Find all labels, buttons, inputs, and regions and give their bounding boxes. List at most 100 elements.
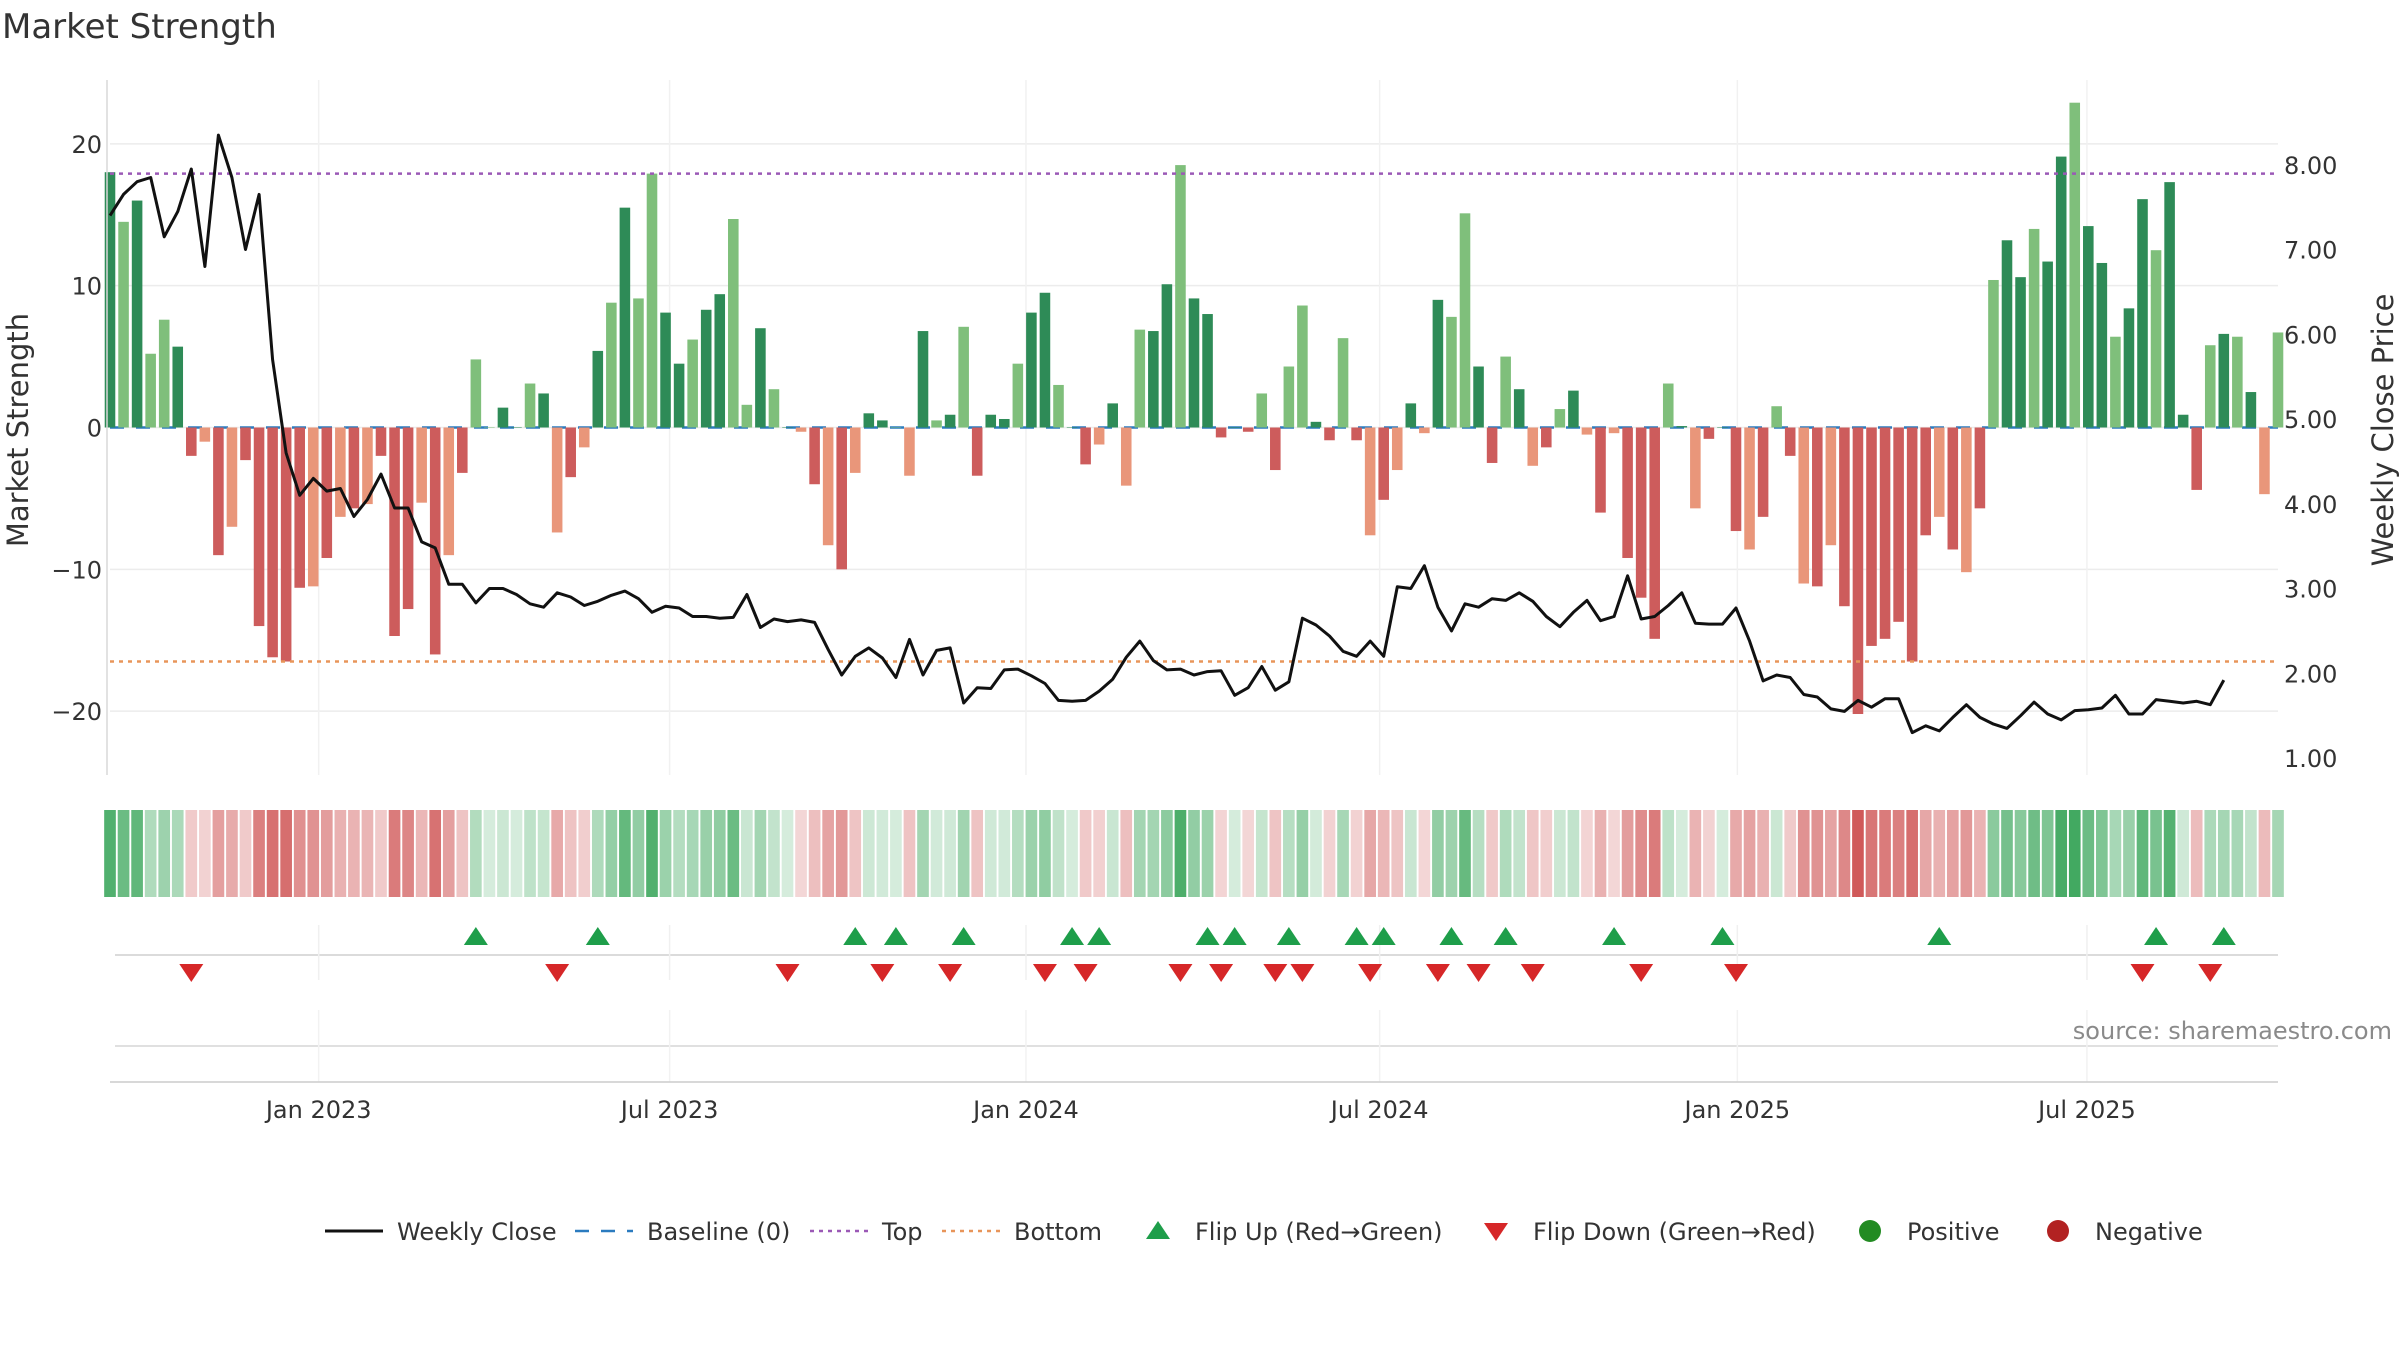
- flip-up-marker: [585, 927, 610, 945]
- strip-cell: [2204, 810, 2217, 897]
- bar-positive: [999, 418, 1010, 428]
- bar-negative: [1324, 427, 1335, 441]
- bar-negative: [1581, 427, 1593, 435]
- strip-cell: [551, 810, 563, 897]
- strip-cell: [1987, 810, 2000, 897]
- strip-cell: [2068, 810, 2081, 897]
- bar-positive: [1107, 403, 1118, 428]
- flip-down-marker: [1425, 964, 1450, 982]
- bar-positive: [2177, 414, 2189, 428]
- bar-negative: [280, 427, 292, 662]
- strip-cell: [1608, 810, 1620, 897]
- bar-negative: [1486, 427, 1498, 463]
- bar-negative: [1215, 427, 1227, 438]
- bar-negative: [375, 427, 387, 456]
- bar-negative: [1866, 427, 1877, 646]
- strip-cell: [686, 810, 699, 897]
- strip-cell: [2177, 810, 2189, 897]
- bar-positive: [2096, 262, 2108, 428]
- y2-tick-label: 6.00: [2284, 321, 2337, 349]
- bar-positive: [1229, 427, 1240, 428]
- strip-cell: [984, 810, 997, 897]
- bar-negative: [551, 427, 563, 533]
- strip-cell: [944, 810, 956, 897]
- strip-cell: [1743, 810, 1756, 897]
- bar-positive: [619, 207, 631, 428]
- bar-positive: [2015, 277, 2026, 428]
- y2-tick-label: 4.00: [2284, 491, 2337, 519]
- strip-cell: [1784, 810, 1797, 897]
- bar-negative: [1622, 427, 1633, 558]
- bar-negative: [1744, 427, 1755, 550]
- strip-cell: [2082, 810, 2095, 897]
- strip-cell: [2109, 810, 2122, 897]
- bar-negative: [1527, 427, 1539, 466]
- bar-positive: [1568, 390, 1579, 428]
- bar-positive: [592, 350, 604, 428]
- strip-cell: [673, 810, 685, 897]
- bar-positive: [1283, 366, 1295, 428]
- strip-cell: [1919, 810, 1932, 897]
- bar-positive: [2137, 199, 2148, 428]
- bar-negative: [1093, 427, 1105, 445]
- bar-negative: [1378, 427, 1389, 500]
- strip-cell: [1039, 810, 1051, 897]
- bar-positive: [118, 221, 129, 428]
- legend-label: Negative: [2095, 1218, 2203, 1246]
- bar-negative: [1730, 427, 1742, 532]
- bar-positive: [2204, 345, 2216, 428]
- legend-item: Negative: [2047, 1218, 2203, 1246]
- strip-cell: [1133, 810, 1146, 897]
- bar-positive: [714, 294, 726, 428]
- strip-cell: [266, 810, 279, 897]
- strip-cell: [1404, 810, 1417, 897]
- strip-cell: [564, 810, 577, 897]
- strip-cell: [1635, 810, 1647, 897]
- strip-cell: [1106, 810, 1119, 897]
- bar-positive: [917, 331, 929, 428]
- strip-cell: [2217, 810, 2230, 897]
- bar-positive: [646, 173, 658, 428]
- legend-item: Flip Up (Red→Green): [1146, 1218, 1443, 1246]
- bar-negative: [809, 427, 820, 485]
- legend-swatch: [1146, 1221, 1170, 1239]
- strip-cell: [144, 810, 157, 897]
- strip-cell: [375, 810, 387, 897]
- bar-positive: [958, 326, 969, 428]
- bar-negative: [1920, 427, 1931, 536]
- strip-cell: [1459, 810, 1471, 897]
- bar-positive: [1297, 305, 1308, 428]
- bar-negative: [971, 427, 983, 476]
- strip-cell: [890, 810, 902, 897]
- y2-tick-label: 3.00: [2284, 576, 2337, 604]
- bar-positive: [511, 427, 522, 428]
- bar-negative: [186, 427, 197, 456]
- strip-cell: [700, 810, 713, 897]
- flip-down-marker: [2198, 964, 2223, 982]
- strip-cell: [199, 810, 211, 897]
- flip-markers-panel: [115, 925, 2278, 1082]
- bar-negative: [307, 427, 319, 587]
- strip-cell: [212, 810, 225, 897]
- bar-negative: [2259, 427, 2270, 495]
- bar-positive: [1256, 393, 1268, 428]
- flip-up-marker: [1060, 927, 1085, 945]
- strip-cell: [808, 810, 821, 897]
- source-credit: source: sharemaestro.com: [2073, 1017, 2392, 1045]
- bar-negative: [253, 427, 265, 627]
- strip-cell: [1188, 810, 1200, 897]
- strip-cell: [1052, 810, 1065, 897]
- strip-cell: [1201, 810, 1214, 897]
- strip-cell: [1513, 810, 1526, 897]
- flip-down-marker: [545, 964, 570, 982]
- bar-positive: [782, 427, 793, 428]
- y2-tick-label: 1.00: [2284, 745, 2337, 773]
- y2-tick-label: 7.00: [2284, 237, 2337, 265]
- strip-cell: [2272, 810, 2284, 897]
- bar-positive: [1988, 279, 1999, 428]
- strip-cell: [1526, 810, 1539, 897]
- bar-positive: [1188, 298, 1200, 428]
- bar-negative: [1391, 427, 1403, 471]
- strip-cell: [781, 810, 794, 897]
